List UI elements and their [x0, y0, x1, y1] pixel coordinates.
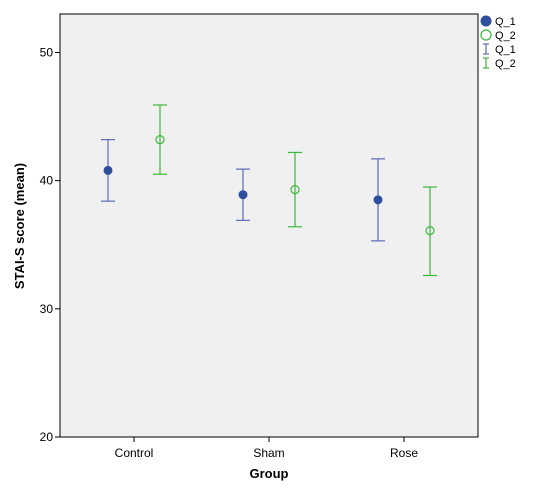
- x-axis-title: Group: [250, 466, 289, 481]
- y-tick-label: 30: [40, 302, 54, 316]
- data-point-q2: [425, 226, 435, 236]
- data-point-q1: [238, 190, 248, 200]
- x-tick-label: Control: [115, 446, 154, 460]
- legend-label: Q_2: [495, 30, 516, 42]
- data-point-q2: [290, 185, 300, 195]
- y-axis-title: STAI-S score (mean): [12, 163, 27, 289]
- plot-area: [59, 13, 479, 438]
- data-marks: [101, 104, 437, 277]
- legend-label: Q_1: [495, 44, 516, 56]
- x-tick-label: Rose: [390, 446, 418, 460]
- y-tick-label: 50: [40, 45, 54, 59]
- data-point-q2: [155, 135, 165, 145]
- legend-marker-filled: [480, 15, 492, 27]
- x-axis: Control Sham Rose: [115, 437, 418, 460]
- x-tick-label: Sham: [253, 446, 284, 460]
- y-tick-label: 20: [40, 430, 54, 444]
- legend-label: Q_1: [495, 16, 516, 28]
- y-tick-label: 40: [40, 174, 54, 188]
- data-point-q1: [373, 195, 383, 205]
- legend-marker-open: [480, 29, 492, 41]
- data-point-q1: [103, 165, 113, 175]
- y-axis: 20 30 40 50: [40, 45, 60, 444]
- legend: Q_1 Q_2 Q_1 Q_2: [480, 15, 516, 70]
- legend-label: Q_2: [495, 58, 516, 70]
